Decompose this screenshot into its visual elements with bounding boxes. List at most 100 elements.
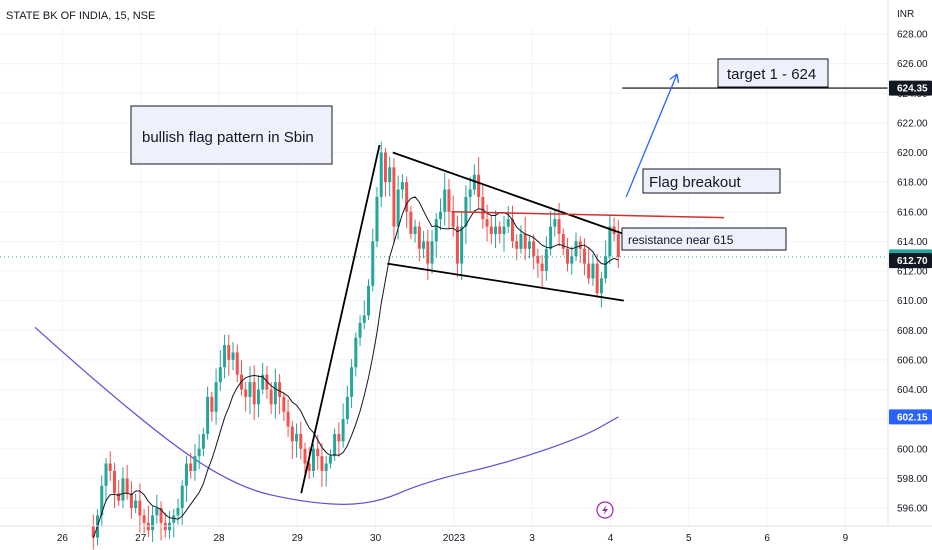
y-tick-label: 620.00 [897, 148, 928, 159]
breakout-annotation[interactable]: Flag breakout [642, 168, 781, 194]
candle-body [383, 152, 387, 183]
currency-label: INR [897, 9, 914, 20]
candle-body [582, 248, 586, 264]
candle-body [112, 470, 116, 494]
target-annotation[interactable]: target 1 - 624 [717, 58, 829, 88]
candle-body [354, 337, 358, 368]
chart-grid [0, 28, 888, 526]
candle-body [544, 248, 548, 271]
candle-body [290, 426, 294, 442]
candle-body [180, 485, 184, 508]
ma-short-line [92, 196, 619, 538]
candle-body [527, 241, 531, 249]
candle-body [519, 233, 523, 249]
y-tick-label: 612.00 [897, 267, 928, 278]
candle-body [155, 508, 159, 516]
candle-body [261, 374, 265, 390]
y-tick-label: 618.00 [897, 178, 928, 189]
candle-body [91, 525, 95, 538]
pattern-annotation[interactable]: bullish flag pattern in Sbin [130, 105, 333, 165]
candle-body [392, 167, 396, 227]
candle-body [193, 456, 197, 471]
x-tick-label: 27 [135, 533, 147, 544]
candle-body [100, 485, 104, 516]
x-tick-label: 5 [686, 533, 692, 544]
x-tick-label: 29 [292, 533, 304, 544]
candle-body [328, 456, 332, 464]
breakout-arrow [625, 73, 678, 198]
candle-body [350, 367, 354, 397]
candle-body [570, 256, 574, 264]
candle-body [307, 463, 311, 471]
candle-body [417, 226, 421, 249]
y-tick-label: 610.00 [897, 296, 928, 307]
y-tick-label: 626.00 [897, 59, 928, 70]
candle-body [460, 226, 464, 264]
flag-lower-line [387, 262, 624, 302]
candle-body [477, 174, 481, 197]
chart-title: STATE BK OF INDIA, 15, NSE [6, 10, 155, 22]
candle-body [172, 515, 176, 523]
candle-body [578, 241, 582, 249]
x-tick-label: 2023 [443, 533, 466, 544]
price-badge [889, 80, 932, 96]
candle-body [286, 411, 290, 427]
candle-body [210, 396, 214, 412]
candle-body [134, 500, 138, 508]
lightning-icon[interactable] [596, 501, 614, 519]
candle-body [320, 456, 324, 471]
price-badge-label: 602.15 [897, 412, 928, 423]
trendline-drawings [300, 73, 889, 494]
candle-body [142, 515, 146, 523]
x-tick-label: 9 [843, 533, 849, 544]
y-tick-label: 628.00 [897, 30, 928, 41]
candle-body [227, 345, 231, 360]
candle-body [269, 389, 273, 405]
candle-body [604, 256, 608, 279]
candle-body [523, 233, 527, 249]
x-tick-label: 30 [370, 533, 382, 544]
flag-upper-line [392, 151, 625, 235]
candle-body [125, 478, 129, 494]
candle-body [345, 396, 349, 420]
candle-body [574, 241, 578, 257]
candle-body [252, 382, 256, 405]
candle-body [138, 500, 142, 516]
candle-body [422, 241, 426, 249]
candle-body [532, 241, 536, 257]
y-tick-label: 604.00 [897, 385, 928, 396]
candle-body [299, 433, 303, 449]
y-tick-label: 608.00 [897, 326, 928, 337]
candle-body [599, 278, 603, 294]
candle-body [358, 322, 362, 338]
candle-body [502, 226, 506, 234]
candle-body [566, 248, 570, 264]
time-axis[interactable]: 26 27 28 29 30 2023 3 4 5 6 9 [0, 525, 932, 544]
candle-body [396, 189, 400, 227]
candle-body [367, 285, 371, 316]
candle-body [324, 463, 328, 471]
candle-body [159, 508, 163, 523]
candle-body [121, 478, 125, 501]
resistance-annotation-text: resistance near 615 [628, 233, 734, 247]
candle-body [451, 211, 455, 227]
candle-body [468, 189, 472, 197]
candle-body [561, 233, 565, 249]
candle-body [231, 352, 235, 360]
candle-body [256, 389, 260, 405]
y-tick-label: 598.00 [897, 474, 928, 485]
candle-body [273, 382, 277, 405]
resistance-annotation[interactable]: resistance near 615 [621, 227, 787, 251]
price-badge [889, 409, 932, 425]
candle-body [295, 433, 299, 442]
x-tick-label: 4 [608, 533, 614, 544]
candle-body [108, 463, 112, 471]
candle-body [168, 522, 172, 531]
candle-body [494, 226, 498, 234]
candle-body [506, 219, 510, 227]
y-tick-label: 606.00 [897, 355, 928, 366]
arrow-head [676, 73, 680, 83]
candle-body [184, 463, 188, 486]
